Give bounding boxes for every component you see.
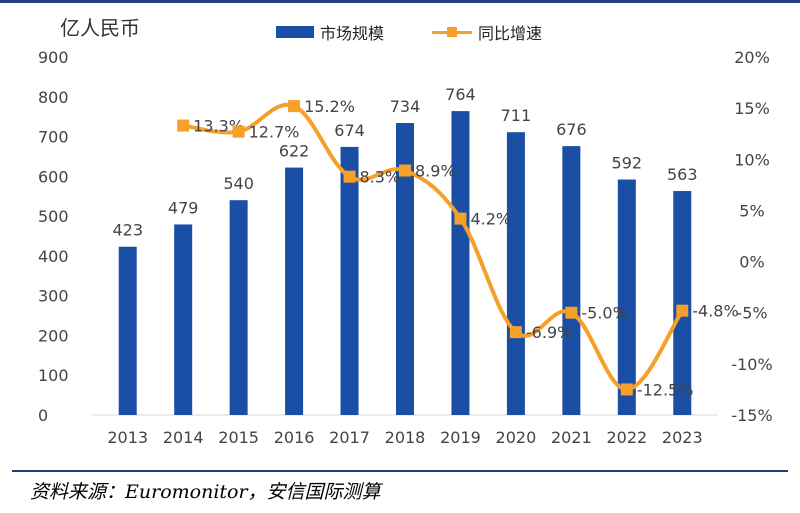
- bar-value-label: 423: [112, 221, 143, 240]
- y-left-tick-label: 900: [38, 48, 69, 67]
- growth-marker-2020: [509, 326, 522, 339]
- growth-value-label: -4.8%: [692, 302, 738, 321]
- growth-marker-2017: [343, 170, 356, 183]
- y-left-tick-label: 500: [38, 207, 69, 226]
- bar-value-label: 592: [612, 154, 643, 173]
- source-note: 资料来源：Euromonitor，安信国际测算: [30, 481, 381, 503]
- bar-2022: [617, 179, 636, 415]
- x-tick-label: 2020: [496, 428, 537, 447]
- bar-2020: [506, 132, 525, 415]
- x-tick-label: 2021: [551, 428, 592, 447]
- y-left-tick-label: 700: [38, 128, 69, 147]
- y-left-tick-label: 0: [38, 406, 48, 425]
- legend-line-swatch: [432, 26, 472, 38]
- growth-marker-2015: [232, 125, 245, 138]
- y-right-tick-label: -5%: [736, 304, 767, 323]
- bar-2013: [118, 246, 137, 415]
- y-right-tick-label: 10%: [734, 150, 770, 169]
- growth-value-label: 13.3%: [193, 117, 244, 136]
- bar-2014: [174, 224, 193, 415]
- bar-2021: [562, 146, 581, 415]
- growth-marker-2014: [177, 119, 190, 132]
- chart-svg: 900 800 700 600 500 400 300 200 100 0 20% 15% 10% 5% 0…: [38, 48, 773, 447]
- y-left-tick-label: 600: [38, 167, 69, 186]
- growth-marker-2016: [288, 100, 301, 113]
- bar-2017: [340, 146, 359, 416]
- bar-value-label: 734: [390, 97, 421, 116]
- bar-value-label: 540: [223, 174, 254, 193]
- growth-value-label: 12.7%: [249, 123, 300, 142]
- x-tick-label: 2019: [440, 428, 481, 447]
- growth-value-label: -5.0%: [581, 304, 627, 323]
- bar-value-label: 563: [667, 165, 698, 184]
- x-tick-label: 2013: [107, 428, 148, 447]
- y-right-tick-label: 20%: [734, 48, 770, 67]
- bar-2019: [451, 111, 470, 415]
- growth-marker-2023: [676, 304, 689, 317]
- y-left-tick-label: 400: [38, 247, 69, 266]
- y-right-tick-label: 15%: [734, 99, 770, 118]
- y-axis-unit: 亿人民币: [60, 16, 140, 40]
- growth-value-label: 8.9%: [415, 162, 456, 181]
- growth-value-label: -6.9%: [526, 323, 572, 342]
- growth-value-label: 15.2%: [304, 97, 355, 116]
- y-left-tick-label: 300: [38, 287, 69, 306]
- legend-bar: 市场规模: [276, 20, 384, 44]
- x-tick-label: 2018: [385, 428, 426, 447]
- y-left-tick-label: 800: [38, 88, 69, 107]
- y-right-tick-label: -10%: [731, 355, 772, 374]
- x-tick-label: 2014: [163, 428, 204, 447]
- bar-value-label: 622: [279, 142, 310, 161]
- bottom-rule: [12, 470, 788, 472]
- legend-bar-label: 市场规模: [320, 24, 385, 43]
- x-tick-label: 2022: [606, 428, 647, 447]
- bar-value-label: 711: [501, 106, 532, 125]
- bar-2023: [673, 191, 692, 415]
- bar-value-label: 674: [334, 121, 365, 140]
- growth-marker-2021: [565, 306, 578, 319]
- legend-line: 同比增速: [432, 20, 542, 44]
- bar-value-label: 676: [556, 120, 587, 139]
- growth-value-label: 4.2%: [470, 210, 511, 229]
- growth-value-label: 8.3%: [360, 168, 401, 187]
- x-tick-label: 2023: [662, 428, 703, 447]
- y-right-tick-label: 0%: [739, 253, 764, 272]
- growth-marker-2019: [454, 212, 467, 225]
- bar-2016: [285, 167, 304, 415]
- bar-2018: [396, 123, 414, 415]
- y-left-tick-label: 200: [38, 326, 69, 345]
- growth-line: [182, 102, 684, 392]
- growth-marker-2022: [620, 383, 633, 396]
- y-left-tick-label: 100: [38, 366, 69, 385]
- legend-bar-swatch: [276, 26, 314, 38]
- y-right-tick-label: 5%: [739, 201, 764, 220]
- x-tick-label: 2017: [329, 428, 370, 447]
- legend-line-label: 同比增速: [478, 24, 543, 43]
- y-right-tick-label: -15%: [731, 406, 772, 425]
- growth-marker-2018: [399, 164, 411, 177]
- top-rule: [0, 0, 800, 3]
- bar-value-label: 479: [168, 198, 199, 217]
- growth-value-label: -12.5%: [637, 380, 694, 399]
- x-tick-label: 2015: [218, 428, 259, 447]
- bar-2015: [229, 200, 248, 415]
- chart-area: 900 800 700 600 500 400 300 200 100 0 20% 15% 10% 5% 0…: [38, 48, 773, 447]
- bar-value-label: 764: [445, 85, 476, 104]
- x-tick-label: 2016: [274, 428, 315, 447]
